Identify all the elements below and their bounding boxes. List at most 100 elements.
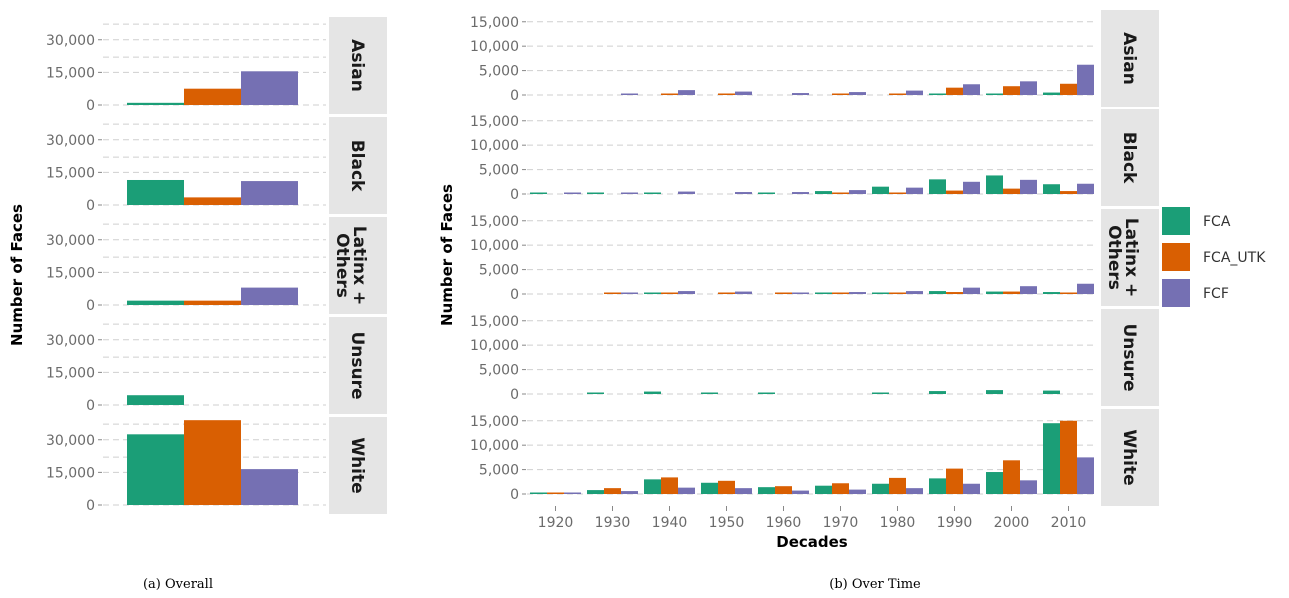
bar-latinx-others-fca-utk: [184, 300, 241, 305]
y-tick-label: 0: [86, 498, 95, 514]
bar-latinx-others-1980-fca-utk: [889, 292, 906, 294]
y-tick-label: 5,000: [479, 463, 519, 479]
bar-black-1980-fca-utk: [889, 192, 906, 194]
bar-latinx-others-1960-fca-utk: [775, 292, 792, 294]
x-axis-title: Decades: [776, 533, 848, 551]
bar-black-1960-fcf: [792, 192, 809, 194]
bar-white-1970-fcf: [849, 489, 866, 494]
bar-white-1940-fca-utk: [661, 477, 678, 494]
facet-label-unsure: Unsure: [1119, 323, 1139, 391]
bar-asian-2010-fca-utk: [1060, 83, 1077, 95]
x-tick-label-1930: 1930: [595, 515, 631, 531]
bar-black-fcf: [241, 181, 298, 205]
bar-asian-1950-fcf: [735, 91, 752, 95]
bar-black-2010-fcf: [1077, 183, 1094, 194]
bar-latinx-others-1990-fca: [929, 291, 946, 294]
bar-white-1970-fca: [815, 485, 832, 494]
facet-strip-white: [329, 417, 387, 514]
bar-white-1950-fca-utk: [718, 480, 735, 494]
bar-unsure-1950-fca: [701, 392, 718, 394]
over-time-chart: 0 5,000 10,000 15,000 Asian 0 5,000 10,000 15,00…: [438, 10, 1159, 551]
bar-black-fca-utk: [184, 197, 241, 205]
x-tick-label-1950: 1950: [709, 515, 745, 531]
y-tick-label: 15,000: [470, 414, 519, 430]
bar-white-2010-fcf: [1077, 457, 1094, 494]
facet-label-white: White: [347, 437, 367, 493]
bar-asian-1950-fca-utk: [718, 93, 735, 95]
x-tick-label-1920: 1920: [538, 515, 574, 531]
bar-black-1970-fca-utk: [832, 192, 849, 194]
y-tick-label: 10,000: [470, 438, 519, 454]
y-tick-label: 15,000: [470, 314, 519, 330]
legend-swatch-fca: [1162, 207, 1190, 235]
y-tick-label: 0: [510, 88, 519, 104]
facet-strip-asian: [329, 17, 387, 114]
y-tick-label: 5,000: [479, 263, 519, 279]
bar-white-1940-fca: [644, 479, 661, 494]
bar-asian-2000-fca: [986, 93, 1003, 95]
bar-black-1960-fca: [758, 192, 775, 194]
bar-black-2000-fca: [986, 175, 1003, 194]
y-tick-label: 0: [510, 287, 519, 303]
bar-asian-1980-fca-utk: [889, 93, 906, 95]
bar-unsure-1960-fca: [758, 392, 775, 394]
y-tick-label: 15,000: [46, 365, 95, 381]
bar-asian-2010-fca: [1043, 92, 1060, 95]
bar-black-1940-fca: [644, 192, 661, 194]
bar-white-2000-fca-utk: [1003, 460, 1020, 494]
bar-latinx-others-1970-fcf: [849, 292, 866, 294]
bar-latinx-others-1950-fcf: [735, 291, 752, 294]
y-tick-label: 15,000: [470, 15, 519, 31]
facet-label-black: Black: [347, 140, 367, 192]
bar-asian-1970-fcf: [849, 92, 866, 95]
bar-white-1930-fca: [587, 490, 604, 494]
bar-black-1970-fcf: [849, 190, 866, 194]
bar-white-fcf: [241, 469, 298, 505]
y-tick-label: 0: [86, 98, 95, 114]
y-tick-label: 30,000: [46, 133, 95, 149]
bar-latinx-others-1950-fca-utk: [718, 292, 735, 294]
bar-latinx-others-fca: [127, 300, 184, 305]
bar-black-2000-fca-utk: [1003, 188, 1020, 194]
bar-white-1940-fcf: [678, 487, 695, 494]
bar-latinx-others-1930-fcf: [621, 292, 638, 294]
y-axis-title: Number of Faces: [8, 204, 26, 346]
bar-black-1920-fcf: [564, 192, 581, 194]
y-tick-label: 30,000: [46, 233, 95, 249]
y-tick-label: 0: [86, 198, 95, 214]
y-tick-label: 0: [510, 487, 519, 503]
bar-black-1970-fca: [815, 191, 832, 194]
x-tick-label-1970: 1970: [823, 515, 859, 531]
y-tick-label: 15,000: [470, 114, 519, 130]
bar-white-1950-fcf: [735, 488, 752, 494]
bar-black-2010-fca: [1043, 184, 1060, 194]
bar-white-1920-fca: [530, 492, 547, 494]
bar-black-1990-fca-utk: [946, 190, 963, 194]
bar-asian-2010-fcf: [1077, 64, 1094, 95]
y-tick-label: 15,000: [470, 214, 519, 230]
facet-label-latinx-others: Latinx +Others: [332, 226, 369, 306]
legend-swatch-fcf: [1162, 279, 1190, 307]
bar-latinx-others-2000-fca-utk: [1003, 291, 1020, 294]
facet-strip-white: [1101, 409, 1159, 506]
x-tick-label-1940: 1940: [652, 515, 688, 531]
bar-black-1980-fcf: [906, 187, 923, 194]
bar-latinx-others-2010-fcf: [1077, 283, 1094, 294]
bar-latinx-others-fcf: [241, 287, 298, 305]
y-tick-label: 15,000: [46, 465, 95, 481]
facet-strip-asian: [1101, 10, 1159, 107]
bar-asian-2000-fcf: [1020, 81, 1037, 95]
y-tick-label: 15,000: [46, 65, 95, 81]
facet-label-latinx-others: Latinx +Others: [1104, 218, 1141, 298]
bar-unsure-1940-fca: [644, 391, 661, 394]
bar-white-1960-fca: [758, 487, 775, 494]
bar-latinx-others-1970-fca: [815, 292, 832, 294]
legend: FCA FCA_UTK FCF: [1162, 207, 1266, 307]
y-tick-label: 5,000: [479, 163, 519, 179]
facet-strip-black: [1101, 109, 1159, 206]
y-tick-label: 10,000: [470, 138, 519, 154]
bar-asian-1990-fca: [929, 93, 946, 95]
y-tick-label: 15,000: [46, 165, 95, 181]
bar-latinx-others-1980-fcf: [906, 291, 923, 294]
bar-black-2000-fcf: [1020, 179, 1037, 194]
